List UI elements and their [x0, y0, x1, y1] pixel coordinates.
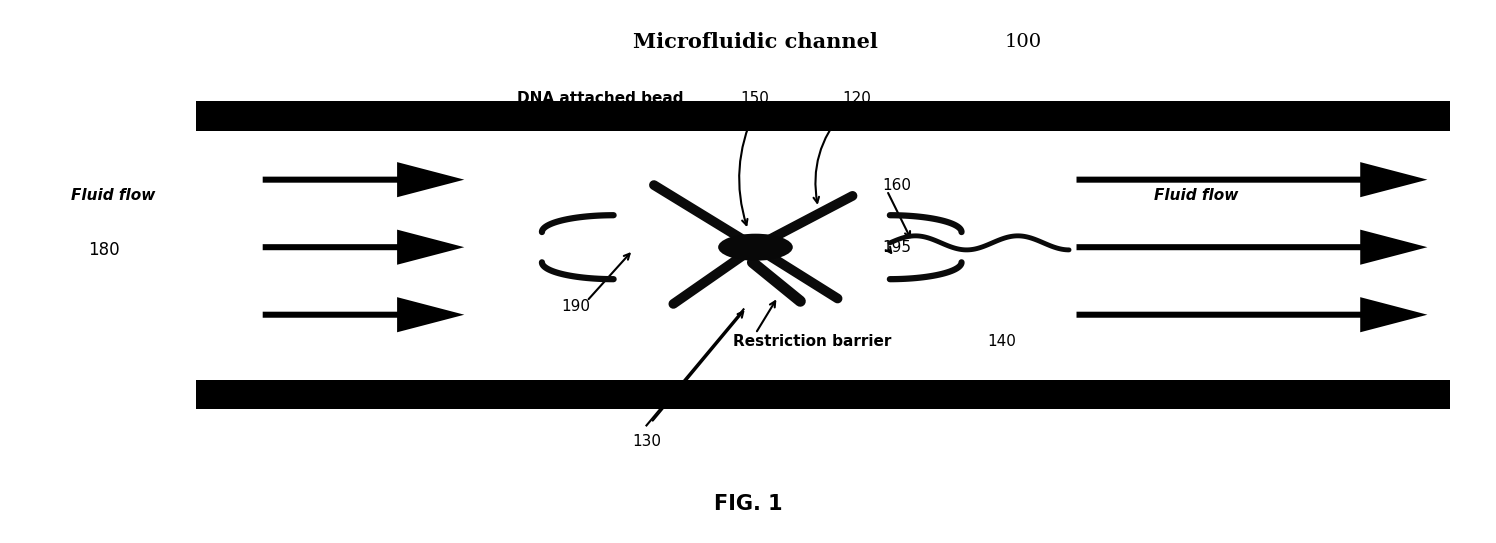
Text: FIG. 1: FIG. 1 — [714, 494, 782, 514]
Bar — [196, 102, 1450, 131]
FancyArrow shape — [263, 297, 464, 332]
FancyArrow shape — [1077, 297, 1427, 332]
FancyArrow shape — [263, 230, 464, 265]
Text: Microfluidic channel: Microfluidic channel — [633, 32, 878, 52]
Text: 100: 100 — [1005, 33, 1041, 51]
Text: 120: 120 — [842, 91, 871, 106]
Text: Fluid flow: Fluid flow — [1153, 188, 1239, 204]
Text: 130: 130 — [631, 434, 661, 449]
Text: 190: 190 — [561, 299, 591, 314]
Bar — [196, 380, 1450, 409]
FancyArrow shape — [263, 162, 464, 197]
Text: 180: 180 — [88, 241, 120, 259]
FancyArrow shape — [1077, 230, 1427, 265]
Text: 160: 160 — [883, 178, 911, 193]
Text: 150: 150 — [741, 91, 769, 106]
Circle shape — [718, 233, 793, 261]
Text: DNA attached bead: DNA attached bead — [516, 91, 684, 106]
Text: Fluid flow: Fluid flow — [72, 188, 156, 204]
Text: 195: 195 — [883, 239, 911, 255]
FancyArrow shape — [1077, 162, 1427, 197]
Text: 140: 140 — [987, 334, 1016, 349]
Text: Restriction barrier: Restriction barrier — [733, 334, 892, 349]
